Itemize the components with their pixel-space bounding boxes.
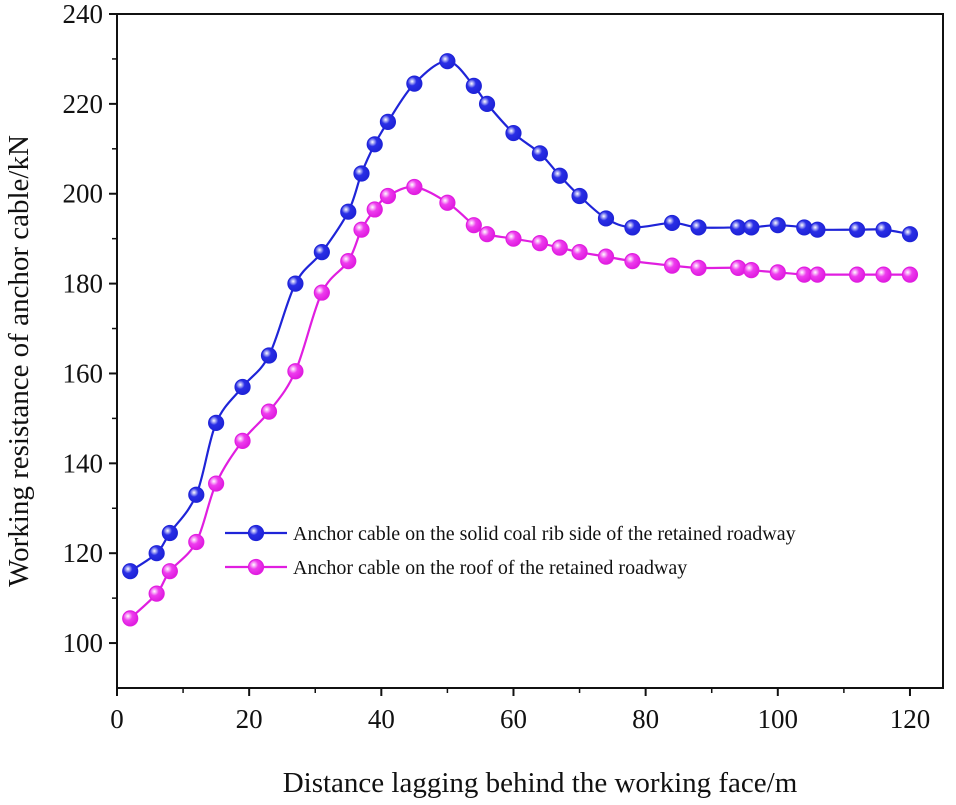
- data-point: [406, 178, 423, 196]
- data-point: [743, 262, 760, 279]
- data-point: [340, 253, 357, 270]
- legend-label: Anchor cable on the solid coal rib side …: [293, 523, 796, 545]
- series-2: [122, 178, 919, 627]
- data-point: [551, 239, 568, 256]
- data-point: [901, 226, 919, 243]
- data-point: [260, 403, 278, 420]
- data-point: [287, 363, 304, 380]
- data-point: [188, 486, 205, 503]
- data-point: [769, 264, 786, 281]
- data-point: [234, 432, 251, 449]
- data-point: [439, 194, 456, 211]
- data-point: [769, 217, 786, 234]
- data-point: [663, 257, 681, 274]
- data-point: [439, 53, 456, 70]
- data-point: [122, 563, 139, 580]
- data-point: [379, 113, 397, 130]
- series-line: [129, 185, 910, 620]
- data-point: [597, 210, 615, 227]
- data-point: [531, 145, 549, 162]
- y-tick-label: 160: [63, 358, 104, 388]
- data-point: [690, 219, 707, 236]
- data-point: [743, 219, 760, 236]
- y-tick-label: 140: [63, 448, 104, 478]
- data-point: [809, 266, 826, 283]
- data-point: [340, 203, 357, 220]
- legend-marker: [247, 524, 265, 542]
- y-tick-label: 220: [63, 89, 104, 119]
- data-point: [379, 187, 397, 205]
- data-point: [690, 259, 707, 276]
- data-point: [848, 221, 866, 238]
- y-tick-label: 180: [63, 269, 104, 299]
- legend-label: Anchor cable on the roof of the retained…: [293, 557, 687, 579]
- x-tick-label: 0: [110, 704, 124, 734]
- data-point: [730, 259, 747, 276]
- data-point: [122, 610, 139, 627]
- x-tick-label: 100: [758, 704, 799, 734]
- data-point: [478, 226, 496, 243]
- legend-item: Anchor cable on the roof of the retained…: [225, 557, 687, 579]
- data-point: [313, 284, 330, 301]
- x-tick-label: 80: [632, 704, 659, 734]
- data-point: [571, 187, 588, 205]
- x-tick-label: 60: [500, 704, 527, 734]
- series-1: [122, 53, 919, 580]
- data-point: [406, 75, 423, 92]
- data-point: [875, 221, 892, 238]
- data-point: [663, 214, 681, 232]
- data-point: [260, 347, 278, 364]
- data-point: [234, 378, 251, 396]
- data-point: [353, 165, 370, 182]
- data-point: [313, 244, 330, 261]
- data-point: [188, 533, 205, 551]
- data-point: [848, 266, 866, 283]
- data-point: [161, 524, 178, 542]
- legend: Anchor cable on the solid coal rib side …: [225, 523, 796, 579]
- data-point: [208, 414, 225, 431]
- legend-marker: [247, 558, 265, 576]
- legend-item: Anchor cable on the solid coal rib side …: [225, 523, 796, 545]
- y-tick-label: 240: [63, 0, 104, 29]
- data-point: [287, 275, 304, 292]
- data-point: [505, 230, 522, 247]
- data-point: [624, 219, 641, 236]
- data-point: [624, 253, 641, 270]
- data-point: [505, 124, 522, 142]
- x-tick-label: 40: [368, 704, 395, 734]
- data-point: [148, 585, 165, 602]
- data-point: [597, 248, 615, 265]
- data-point: [478, 95, 496, 112]
- y-tick-label: 200: [63, 179, 104, 209]
- x-tick-label: 120: [890, 704, 931, 734]
- plot-frame: [116, 13, 944, 689]
- data-point: [531, 235, 549, 252]
- data-point: [366, 201, 383, 218]
- data-point: [809, 221, 826, 238]
- x-tick-label: 20: [236, 704, 263, 734]
- series-layer: [122, 53, 919, 627]
- data-point: [465, 77, 482, 94]
- data-point: [796, 219, 813, 236]
- axes-layer: 0 20 40 60 80 100 120 100 120 140 160 180 200 220 240: [63, 0, 944, 734]
- x-axis-title: Distance lagging behind the working face…: [283, 767, 798, 799]
- y-axis-title: Working resistance of anchor cable/kN: [3, 135, 35, 587]
- data-point: [161, 563, 178, 580]
- data-point: [465, 217, 482, 234]
- data-point: [208, 475, 225, 492]
- data-point: [875, 266, 892, 283]
- y-tick-label: 120: [63, 538, 104, 568]
- data-point: [551, 167, 568, 184]
- data-point: [571, 244, 588, 261]
- data-point: [148, 545, 165, 562]
- data-point: [366, 136, 383, 153]
- data-point: [901, 266, 919, 283]
- y-tick-label: 100: [63, 628, 104, 658]
- data-point: [353, 221, 370, 238]
